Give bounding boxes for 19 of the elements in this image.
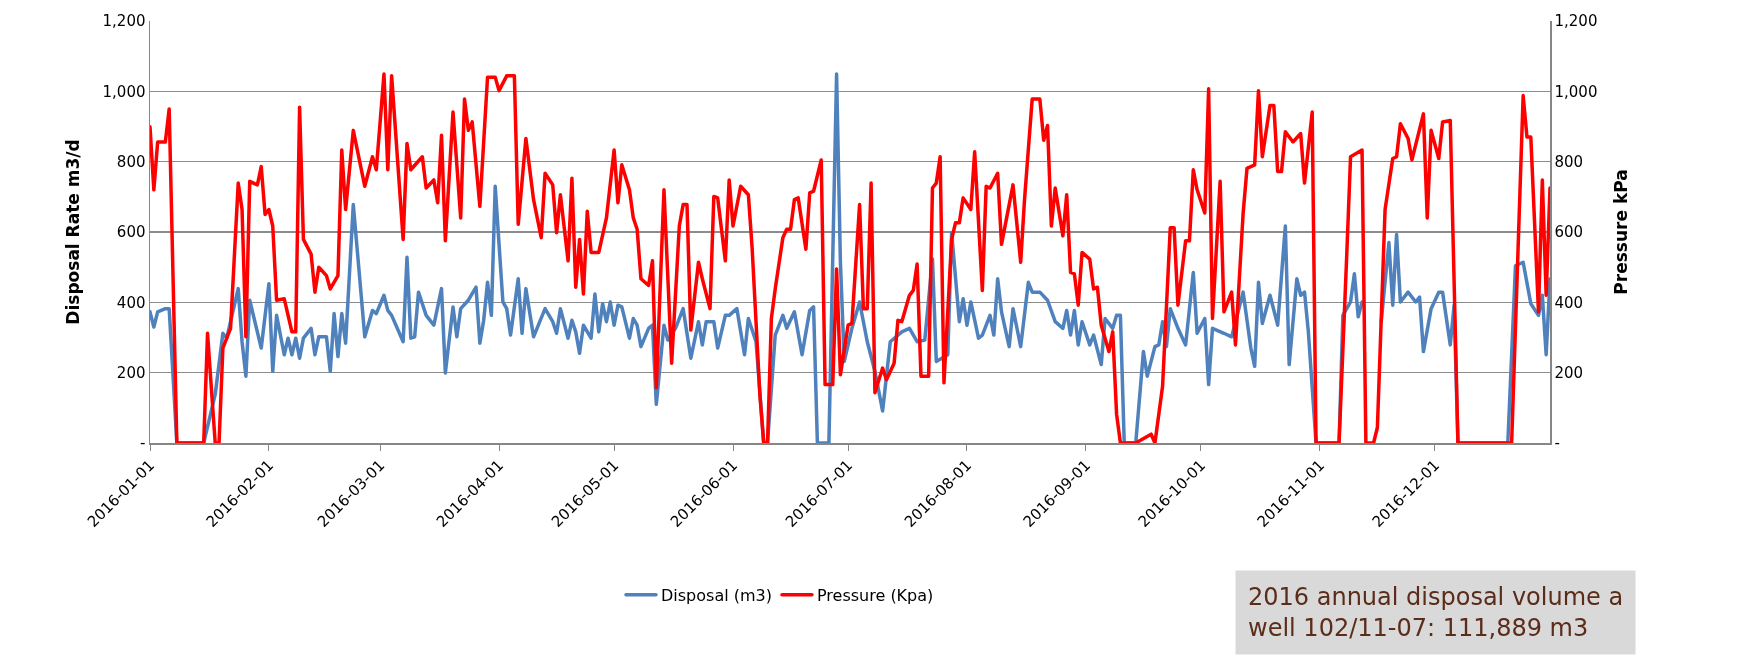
legend-label: Disposal (m3) xyxy=(661,586,772,606)
y2-tick-label: 1,000 xyxy=(1554,82,1598,101)
y2-tick-label: 200 xyxy=(1554,363,1584,382)
legend-label: Pressure (Kpa) xyxy=(816,586,934,606)
y-tick-label: 1,000 xyxy=(102,82,146,101)
y2-tick-label: 1,200 xyxy=(1554,12,1598,31)
y2-tick-label: 600 xyxy=(1554,223,1584,242)
y2-tick-label: 400 xyxy=(1554,293,1584,312)
y-tick-label: 400 xyxy=(116,293,146,312)
y-tick-label: - xyxy=(140,434,146,453)
y2-axis-title: Pressure kPa xyxy=(1610,169,1631,295)
y-tick-label: 1,200 xyxy=(102,12,146,31)
y-axis-title: Disposal Rate m3/d xyxy=(63,139,84,325)
y-tick-label: 200 xyxy=(116,363,146,382)
y-tick-label: 800 xyxy=(116,152,146,171)
y-tick-label: 600 xyxy=(116,223,146,242)
text: 2016 annual disposal volume a well 102/11-07: 111,889 m3 xyxy=(1248,583,1624,643)
y2-tick-label: 800 xyxy=(1554,152,1584,171)
y2-tick-label: - xyxy=(1554,434,1560,453)
